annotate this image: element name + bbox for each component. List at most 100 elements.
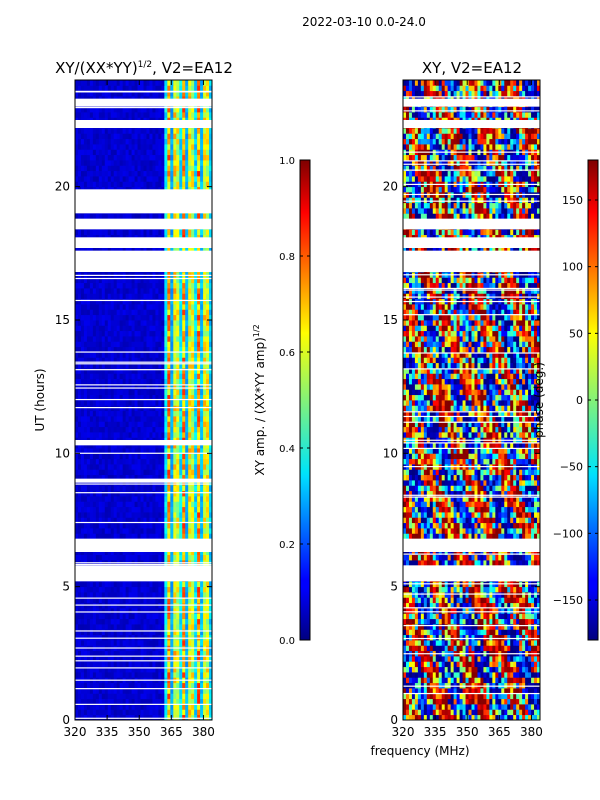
heatmap-cell bbox=[80, 325, 85, 332]
heatmap-cell bbox=[125, 704, 130, 710]
heatmap-cell bbox=[119, 426, 124, 433]
heatmap-cell bbox=[107, 144, 112, 150]
heatmap-cell bbox=[161, 672, 165, 678]
heatmap-cell bbox=[134, 373, 138, 380]
heatmap-cell bbox=[197, 154, 201, 161]
heatmap-cell bbox=[140, 149, 144, 156]
heatmap-cell bbox=[98, 693, 103, 700]
heatmap-cell bbox=[77, 149, 82, 156]
heatmap-cell bbox=[200, 160, 204, 166]
heatmap-cell bbox=[137, 693, 141, 700]
heatmap-cell bbox=[101, 592, 106, 598]
heatmap-cell bbox=[170, 506, 174, 513]
heatmap-cell bbox=[182, 661, 186, 668]
heatmap-cell bbox=[164, 426, 168, 433]
heatmap-cell bbox=[77, 389, 82, 396]
heatmap-cell bbox=[89, 693, 94, 700]
heatmap-cell bbox=[116, 298, 121, 305]
heatmap-cell bbox=[173, 458, 177, 465]
heatmap-cell bbox=[158, 448, 162, 454]
heatmap-cell bbox=[101, 458, 106, 465]
heatmap-cell bbox=[200, 416, 204, 422]
heatmap-cell bbox=[194, 181, 198, 188]
heatmap-cell bbox=[182, 229, 186, 236]
heatmap-cell bbox=[80, 485, 85, 492]
heatmap-cell bbox=[95, 624, 100, 630]
heatmap-cell bbox=[104, 229, 109, 236]
heatmap-cell bbox=[80, 170, 85, 177]
heatmap-cell bbox=[140, 485, 144, 492]
heatmap-cell bbox=[134, 581, 138, 588]
heatmap-cell bbox=[113, 378, 118, 385]
heatmap-cell bbox=[107, 400, 112, 406]
heatmap-cell bbox=[125, 170, 130, 177]
heatmap-cell bbox=[98, 160, 103, 166]
heatmap-cell bbox=[182, 325, 186, 332]
heatmap-cell bbox=[197, 165, 201, 172]
heatmap-cell bbox=[152, 592, 156, 598]
heatmap-cell bbox=[86, 176, 91, 182]
heatmap-cell bbox=[140, 666, 144, 673]
heatmap-cell bbox=[200, 688, 204, 694]
heatmap-cell bbox=[95, 421, 100, 428]
heatmap-cell bbox=[173, 282, 177, 289]
heatmap-cell bbox=[113, 528, 118, 534]
heatmap-cell bbox=[86, 304, 91, 310]
heatmap-cell bbox=[107, 490, 112, 497]
heatmap-cell bbox=[191, 714, 195, 721]
heatmap-cell bbox=[128, 357, 132, 364]
heatmap-cell bbox=[128, 709, 132, 716]
heatmap-cell bbox=[77, 341, 82, 348]
heatmap-cell bbox=[152, 229, 156, 236]
heatmap-cell bbox=[158, 416, 162, 422]
heatmap-cell bbox=[182, 496, 186, 502]
heatmap-cell bbox=[188, 453, 192, 460]
heatmap-cell bbox=[143, 688, 147, 694]
heatmap-cell bbox=[164, 592, 168, 598]
heatmap-cell bbox=[143, 368, 147, 374]
heatmap-cell bbox=[176, 421, 180, 428]
heatmap-cell bbox=[176, 613, 180, 620]
heatmap-cell bbox=[146, 442, 150, 449]
heatmap-cell bbox=[167, 213, 171, 220]
heatmap-cell bbox=[209, 480, 213, 486]
heatmap-cell bbox=[75, 496, 79, 502]
heatmap-cell bbox=[92, 154, 97, 161]
heatmap-cell bbox=[158, 304, 162, 310]
heatmap-cell bbox=[125, 661, 130, 668]
heatmap-cell bbox=[158, 176, 162, 182]
heatmap-cell bbox=[203, 416, 207, 422]
heatmap-cell bbox=[185, 442, 189, 449]
heatmap-cell bbox=[188, 426, 192, 433]
heatmap-cell bbox=[206, 496, 210, 502]
heatmap-cell bbox=[155, 298, 159, 305]
heatmap-cell bbox=[158, 469, 162, 476]
heatmap-cell bbox=[164, 485, 168, 492]
heatmap-cell bbox=[119, 554, 124, 561]
heatmap-cell bbox=[155, 474, 159, 481]
heatmap-cell bbox=[200, 656, 204, 662]
heatmap-cell bbox=[75, 421, 79, 428]
heatmap-cell bbox=[155, 618, 159, 625]
heatmap-cell bbox=[188, 144, 192, 150]
heatmap-cell bbox=[179, 682, 183, 689]
heatmap-cell bbox=[116, 213, 121, 220]
heatmap-cell bbox=[125, 298, 130, 305]
heatmap-cell bbox=[119, 490, 124, 497]
heatmap-cell bbox=[149, 613, 153, 620]
heatmap-cell bbox=[167, 288, 171, 294]
heatmap-cell bbox=[80, 288, 85, 294]
heatmap-cell bbox=[203, 165, 207, 172]
heatmap-cell bbox=[83, 378, 88, 385]
heatmap-cell bbox=[83, 453, 88, 460]
heatmap-cell bbox=[128, 682, 132, 689]
heatmap-cell bbox=[194, 362, 198, 369]
heatmap-cell bbox=[122, 352, 127, 358]
heatmap-cell bbox=[152, 618, 156, 625]
heatmap-cell bbox=[113, 688, 118, 694]
heatmap-cell bbox=[116, 464, 121, 470]
heatmap-cell bbox=[176, 522, 180, 529]
heatmap-cell bbox=[101, 176, 106, 182]
heatmap-cell bbox=[98, 474, 103, 481]
heatmap-cell bbox=[149, 288, 153, 294]
